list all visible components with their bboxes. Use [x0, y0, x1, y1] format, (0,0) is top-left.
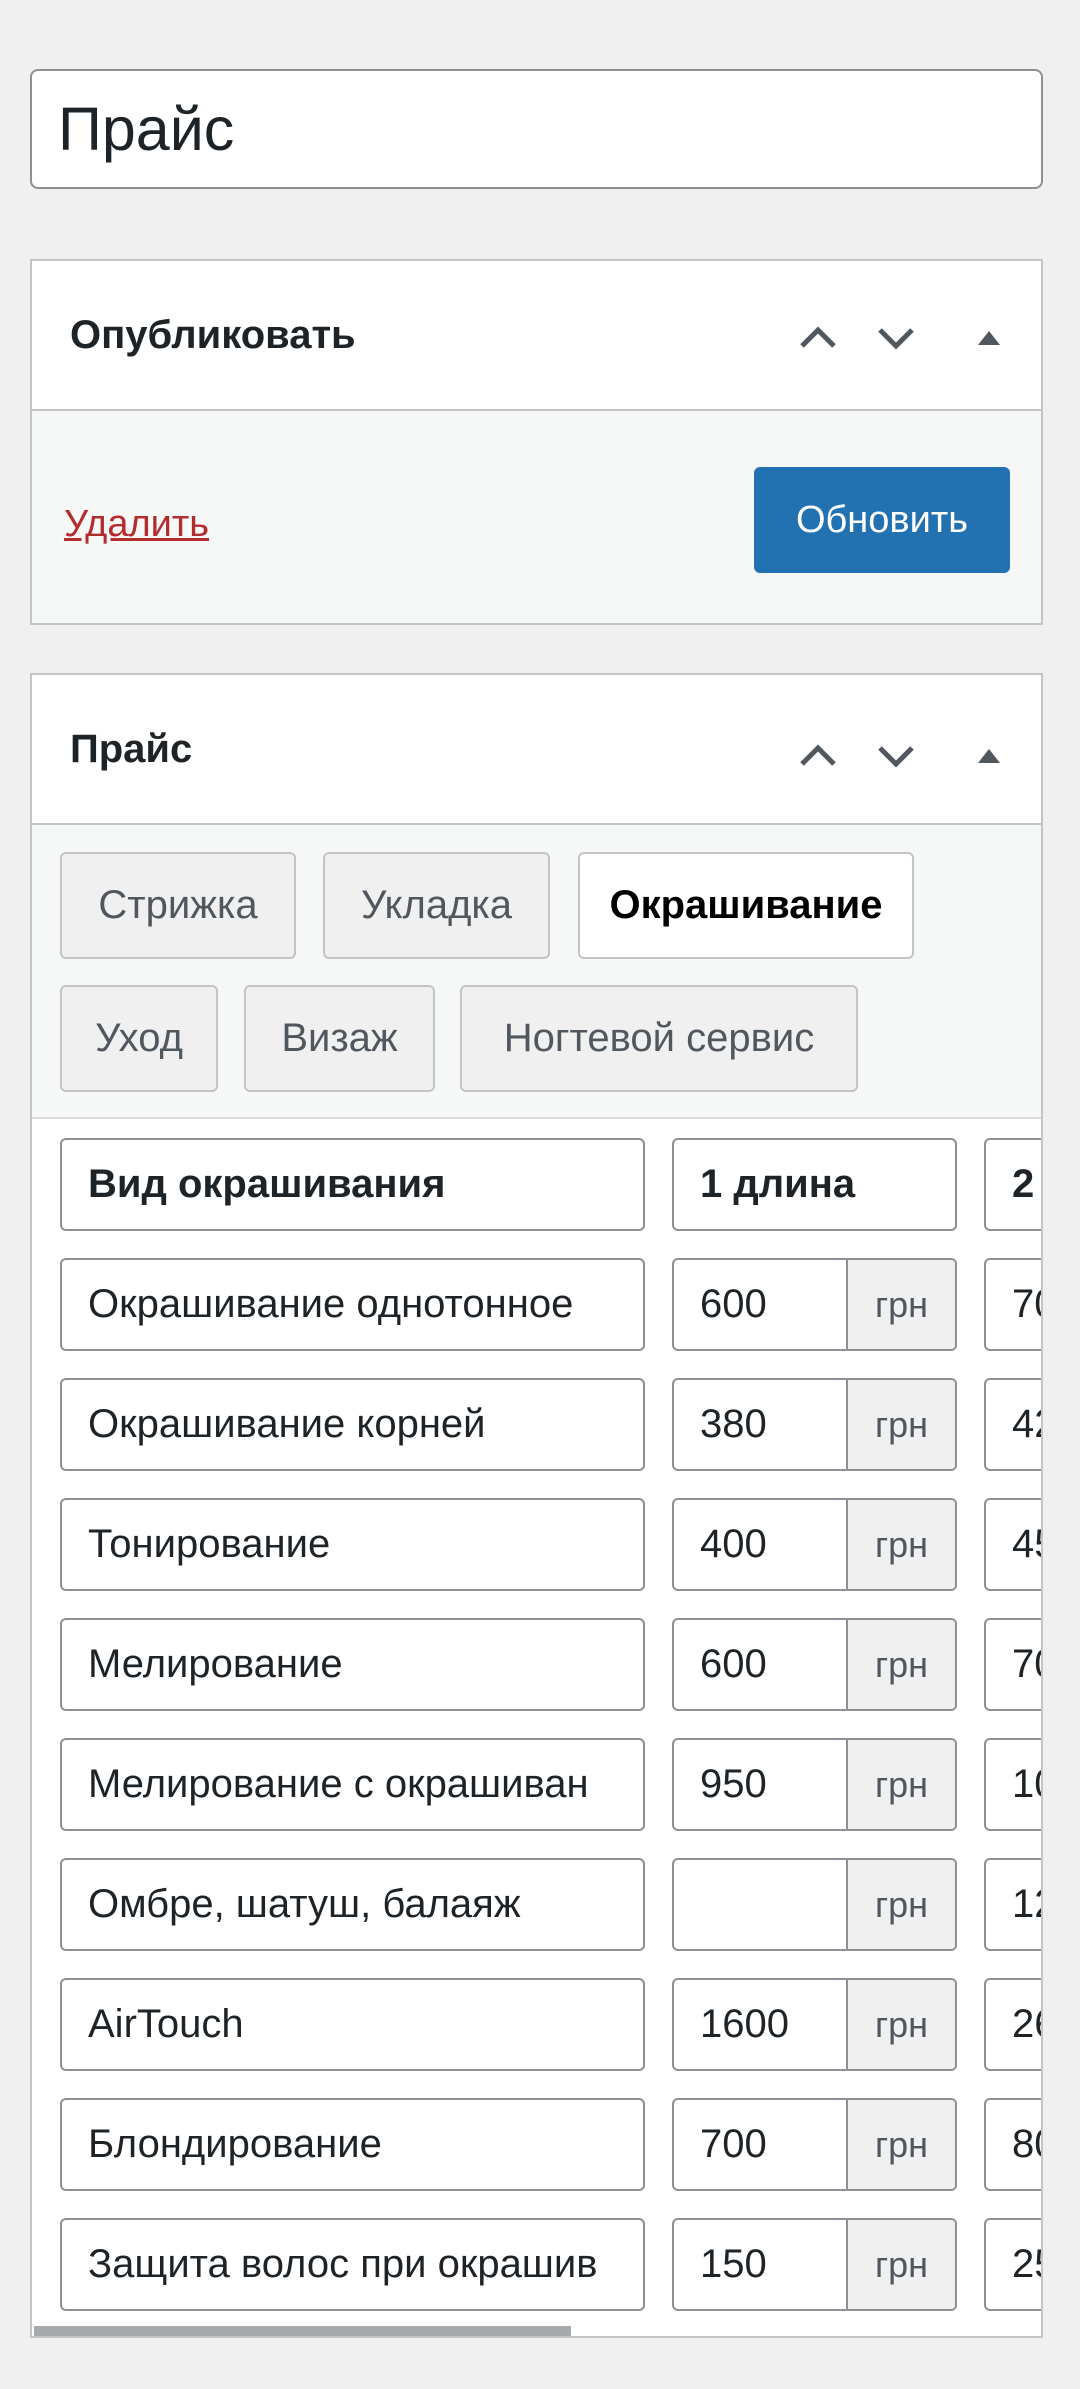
column-header: 1 длина — [672, 1138, 957, 1231]
box-controls[interactable] — [782, 729, 1022, 779]
currency-unit: грн — [846, 1380, 955, 1469]
currency-unit: грн — [846, 2220, 955, 2309]
price-input[interactable]: 45 — [984, 1498, 1041, 1591]
price-input[interactable]: 12 — [984, 1858, 1041, 1951]
price-input[interactable]: 400 грн — [672, 1498, 957, 1591]
price-value: 950 — [700, 1762, 767, 1806]
price-input[interactable]: 600 грн — [672, 1258, 957, 1351]
price-value: 400 — [700, 1522, 767, 1566]
price-input[interactable]: 380 грн — [672, 1378, 957, 1471]
tab[interactable]: Ногтевой сервис — [460, 985, 858, 1092]
price-input[interactable]: 150 грн — [672, 2218, 957, 2311]
price-input[interactable]: 950 грн — [672, 1738, 957, 1831]
currency-unit: грн — [846, 1500, 955, 1589]
price-input[interactable]: 80 — [984, 2098, 1041, 2191]
tabs: Стрижка Укладка Окрашивание Уход Визаж Ногтев… — [32, 823, 1041, 1119]
currency-unit: грн — [846, 1620, 955, 1709]
price-input[interactable]: грн — [672, 1858, 957, 1951]
tab[interactable]: Визаж — [244, 985, 435, 1092]
currency-unit: грн — [846, 1860, 955, 1949]
price-input[interactable]: 1600 грн — [672, 1978, 957, 2071]
tab[interactable]: Окрашивание — [578, 852, 914, 959]
column-header: 2 — [984, 1138, 1041, 1231]
publish-box: Опубликовать Удалить Обновить — [30, 259, 1043, 625]
update-button[interactable]: Обновить — [754, 467, 1010, 573]
service-name-input[interactable]: Омбре, шатуш, балаяж — [60, 1858, 645, 1951]
price-box: Прайс Стрижка Укладка Окрашивание Уход Визаж… — [30, 673, 1043, 2338]
price-value: 150 — [700, 2242, 767, 2286]
price-value: 380 — [700, 1402, 767, 1446]
column-header: Вид окрашивания — [60, 1138, 645, 1231]
price-input[interactable]: 10 — [984, 1738, 1041, 1831]
price-input[interactable]: 70 — [984, 1258, 1041, 1351]
box-controls[interactable] — [782, 311, 1022, 361]
tab[interactable]: Уход — [60, 985, 218, 1092]
currency-unit: грн — [846, 1740, 955, 1829]
service-name-input[interactable]: Блондирование — [60, 2098, 645, 2191]
delete-link[interactable]: Удалить — [64, 503, 210, 545]
price-input[interactable]: 700 грн — [672, 2098, 957, 2191]
scrollbar[interactable] — [34, 2326, 571, 2336]
price-table: Вид окрашивания 1 длина 2 Окрашивание однот… — [32, 1119, 1041, 2319]
service-name-input[interactable]: Окрашивание корней — [60, 1378, 645, 1471]
price-input[interactable]: 70 — [984, 1618, 1041, 1711]
price-input[interactable]: 600 грн — [672, 1618, 957, 1711]
price-value: 1600 — [700, 2002, 789, 2046]
tab[interactable]: Стрижка — [60, 852, 296, 959]
price-input[interactable]: 26 — [984, 1978, 1041, 2071]
service-name-input[interactable]: Защита волос при окрашив — [60, 2218, 645, 2311]
service-name-input[interactable]: Тонирование — [60, 1498, 645, 1591]
price-input[interactable]: 42 — [984, 1378, 1041, 1471]
box-title: Прайс — [70, 726, 193, 771]
service-name-input[interactable]: Мелирование с окрашиван — [60, 1738, 645, 1831]
service-name-input[interactable]: AirTouch — [60, 1978, 645, 2071]
box-title: Опубликовать — [70, 312, 356, 357]
publish-footer: Удалить Обновить — [32, 409, 1041, 623]
currency-unit: грн — [846, 2100, 955, 2189]
currency-unit: грн — [846, 1980, 955, 2069]
price-input[interactable]: 25 — [984, 2218, 1041, 2311]
currency-unit: грн — [846, 1260, 955, 1349]
price-value: 600 — [700, 1642, 767, 1686]
title-input[interactable]: Прайс — [30, 69, 1043, 189]
service-name-input[interactable]: Окрашивание однотонное — [60, 1258, 645, 1351]
price-value: 600 — [700, 1282, 767, 1326]
tab[interactable]: Укладка — [323, 852, 550, 959]
price-value: 700 — [700, 2122, 767, 2166]
service-name-input[interactable]: Мелирование — [60, 1618, 645, 1711]
